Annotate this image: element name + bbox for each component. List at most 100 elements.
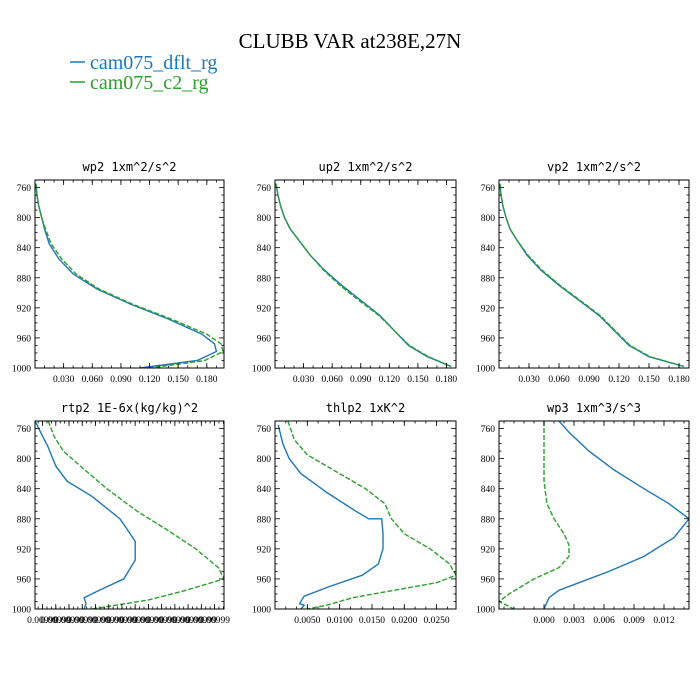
y-tick-label: 800 [257,455,272,465]
y-tick-label: 880 [257,515,272,525]
x-tick-label: 0.030 [293,375,315,385]
x-tick-label: 0.090 [350,375,372,385]
x-tick-label: 0.150 [407,375,429,385]
x-tick-label: 0.00999 [107,616,138,626]
x-tick-label: 0.120 [379,375,401,385]
y-tick-label: 920 [481,304,496,314]
y-tick-label: 920 [481,545,496,555]
legend-label-dflt: cam075_dflt_rg [90,52,217,74]
x-tick-label: 0.00999 [93,616,124,626]
series-line-dflt [35,183,218,368]
x-tick-label: 0.00999 [80,616,111,626]
x-tick-label: 0.0050 [294,616,320,626]
series-line-dflt [543,421,689,609]
x-tick-label: 0.00999 [120,616,151,626]
panel-frame [274,420,457,610]
y-tick-label: 760 [17,425,32,435]
series-line-c2 [275,183,452,368]
legend-entry-c2: cam075_c2_rg [70,72,209,94]
panel-1: wp2 1xm^2/s^2 760 800 840 880 920 960 1000 0.030… [12,160,225,385]
y-tick-label: 840 [481,485,496,495]
y-tick-label: 840 [257,485,272,495]
y-tick-label: 800 [17,214,32,224]
y-tick-label: 960 [257,575,272,585]
panel-title: rtp2 1E-6x(kg/kg)^2 [61,401,198,415]
panels: wp2 1xm^2/s^2 760 800 840 880 920 960 1000 0.030… [12,160,690,626]
panel-title: wp3 1xm^3/s^3 [547,401,641,415]
series-line-dflt [277,424,384,609]
y-tick-label: 960 [481,575,496,585]
x-tick-label: 0.009 [623,616,645,626]
y-tick-label: 1000 [476,365,495,375]
x-tick-label: 0.150 [167,375,189,385]
x-tick-label: 0.006 [593,616,615,626]
x-tick-label: 0.090 [578,375,600,385]
x-tick-label: 0.030 [518,375,540,385]
y-tick-label: 840 [17,485,32,495]
series-line-dflt [499,183,685,368]
x-tick-label: 0.120 [608,375,630,385]
series-line-dflt [35,421,136,609]
panel-frame [498,420,690,610]
x-tick-label: 0.0150 [359,616,385,626]
series-line-c2 [499,421,570,609]
series-line-c2 [35,183,224,368]
y-tick-label: 800 [481,214,496,224]
y-tick-label: 960 [481,334,496,344]
y-tick-label: 1000 [476,606,495,616]
y-tick-label: 800 [257,214,272,224]
x-tick-label: 0.180 [196,375,218,385]
x-tick-label: 0.00999 [146,616,177,626]
x-tick-label: 0.060 [548,375,570,385]
y-tick-label: 960 [257,334,272,344]
x-tick-label: 0.00999 [54,616,85,626]
panel-title: thlp2 1xK^2 [326,401,405,415]
series-line-dflt [275,183,452,368]
panel-6: wp3 1xm^3/s^3 760 800 840 880 920 960 1000 0.000… [476,401,690,626]
y-tick-label: 960 [17,575,32,585]
y-tick-label: 840 [481,244,496,254]
x-tick-label: 0.150 [638,375,660,385]
y-tick-label: 840 [17,244,32,254]
panel-title: wp2 1xm^2/s^2 [83,160,177,174]
legend-label-c2: cam075_c2_rg [90,72,209,94]
legend-entry-dflt: cam075_dflt_rg [70,52,217,74]
x-tick-label: 0.060 [82,375,104,385]
panel-frame [274,179,457,369]
y-tick-label: 960 [17,334,32,344]
y-tick-label: 760 [17,184,32,194]
y-tick-label: 840 [257,244,272,254]
y-tick-label: 880 [481,515,496,525]
x-tick-label: 0.0200 [391,616,417,626]
y-tick-label: 1000 [12,365,31,375]
panel-5: thlp2 1xK^2 760 800 840 880 920 960 1000 0.0050 0… [252,401,457,626]
y-tick-label: 880 [17,274,32,284]
x-tick-label: 0.003 [563,616,585,626]
series-line-c2 [47,421,224,609]
figure-title: CLUBB VAR at238E,27N [239,29,462,53]
x-tick-label: 0.000 [533,616,555,626]
y-tick-label: 760 [481,184,496,194]
panel-frame [34,179,225,369]
y-tick-label: 800 [17,455,32,465]
y-tick-label: 800 [481,455,496,465]
y-tick-label: 880 [481,274,496,284]
x-tick-label: 0.00999 [27,616,58,626]
panel-4: rtp2 1E-6x(kg/kg)^2 760 800 840 880 920 960 100… [12,401,230,626]
x-tick-label: 0.030 [53,375,75,385]
panel-2: up2 1xm^2/s^2 760 800 840 880 920 960 1000 0.030… [252,160,457,385]
x-tick-label: 0.012 [653,616,675,626]
x-tick-label: 0.180 [668,375,690,385]
legend: cam075_dflt_rg cam075_c2_rg [70,52,217,94]
x-tick-label: 0.00999 [173,616,204,626]
series-line-c2 [499,183,685,368]
x-tick-label: 0.00999 [159,616,190,626]
y-tick-label: 760 [257,425,272,435]
x-tick-label: 0.180 [436,375,458,385]
y-tick-label: 1000 [252,606,271,616]
x-tick-label: 0.090 [110,375,132,385]
x-tick-label: 0.00999 [40,616,71,626]
y-tick-label: 1000 [12,606,31,616]
y-tick-label: 880 [257,274,272,284]
